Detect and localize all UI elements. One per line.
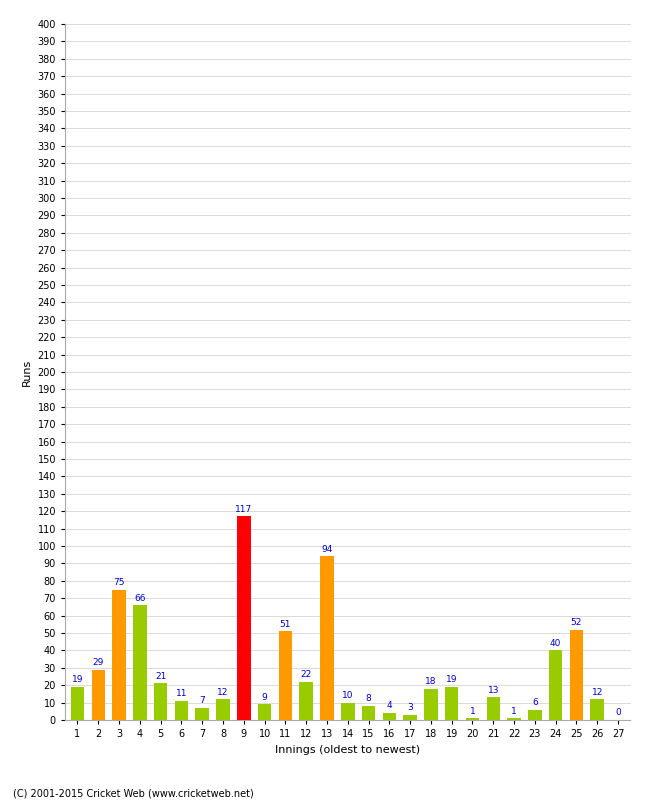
- Bar: [445, 687, 458, 720]
- Text: 18: 18: [425, 677, 437, 686]
- Bar: [320, 557, 333, 720]
- Text: 7: 7: [200, 696, 205, 706]
- Bar: [71, 687, 84, 720]
- Text: 10: 10: [342, 691, 354, 700]
- Text: 29: 29: [92, 658, 104, 667]
- Bar: [362, 706, 375, 720]
- X-axis label: Innings (oldest to newest): Innings (oldest to newest): [275, 745, 421, 754]
- Bar: [569, 630, 583, 720]
- Bar: [424, 689, 437, 720]
- Bar: [404, 714, 417, 720]
- Bar: [216, 699, 229, 720]
- Text: 1: 1: [469, 706, 475, 716]
- Text: 12: 12: [217, 687, 229, 697]
- Bar: [549, 650, 562, 720]
- Bar: [466, 718, 479, 720]
- Bar: [175, 701, 188, 720]
- Y-axis label: Runs: Runs: [22, 358, 32, 386]
- Text: 6: 6: [532, 698, 538, 707]
- Text: 21: 21: [155, 672, 166, 681]
- Text: 9: 9: [262, 693, 267, 702]
- Bar: [112, 590, 126, 720]
- Text: 75: 75: [113, 578, 125, 587]
- Text: 1: 1: [511, 706, 517, 716]
- Bar: [92, 670, 105, 720]
- Text: 0: 0: [615, 708, 621, 718]
- Bar: [507, 718, 521, 720]
- Bar: [341, 702, 354, 720]
- Text: 94: 94: [321, 545, 333, 554]
- Bar: [133, 605, 147, 720]
- Text: 12: 12: [592, 687, 603, 697]
- Text: 3: 3: [408, 703, 413, 712]
- Bar: [528, 710, 541, 720]
- Text: 4: 4: [387, 702, 392, 710]
- Bar: [487, 698, 500, 720]
- Bar: [590, 699, 604, 720]
- Bar: [237, 517, 250, 720]
- Text: 66: 66: [134, 594, 146, 602]
- Bar: [196, 708, 209, 720]
- Text: 19: 19: [72, 675, 83, 684]
- Text: 8: 8: [366, 694, 371, 703]
- Bar: [258, 704, 271, 720]
- Bar: [279, 631, 292, 720]
- Text: 117: 117: [235, 505, 252, 514]
- Text: 19: 19: [446, 675, 458, 684]
- Text: 52: 52: [571, 618, 582, 627]
- Text: 40: 40: [550, 638, 562, 648]
- Text: 22: 22: [300, 670, 312, 679]
- Bar: [383, 713, 396, 720]
- Text: 11: 11: [176, 690, 187, 698]
- Bar: [300, 682, 313, 720]
- Text: (C) 2001-2015 Cricket Web (www.cricketweb.net): (C) 2001-2015 Cricket Web (www.cricketwe…: [13, 788, 254, 798]
- Text: 13: 13: [488, 686, 499, 694]
- Bar: [154, 683, 168, 720]
- Text: 51: 51: [280, 620, 291, 629]
